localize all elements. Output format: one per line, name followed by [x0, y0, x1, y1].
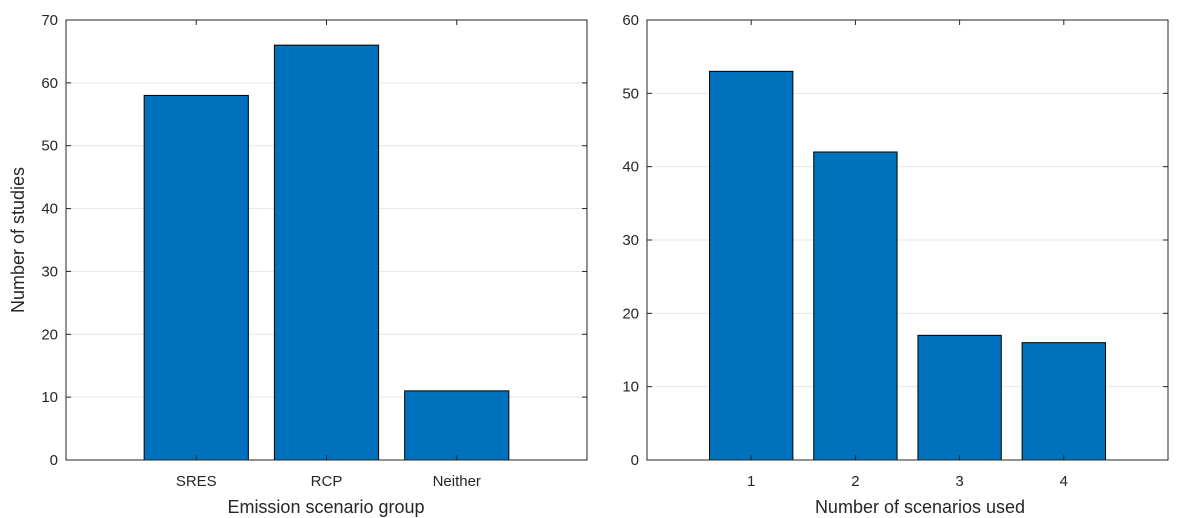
y-tick-label: 60 — [622, 12, 639, 29]
y-tick-label: 20 — [41, 326, 58, 343]
bar-sres — [143, 94, 249, 461]
plot-area: 0 10 20 30 40 50 60 70 SRES RCP Neither — [41, 12, 588, 490]
bar-4 — [1021, 342, 1106, 461]
x-tick-label: 1 — [747, 473, 755, 490]
y-tick-label: 60 — [41, 75, 58, 92]
y-tick-label: 50 — [41, 138, 58, 155]
chart-number-of-scenarios-used: 0 10 20 30 40 50 60 1 2 3 4 Number of scenarios us… — [622, 12, 1169, 517]
y-tick-label: 70 — [41, 12, 58, 29]
y-tick-label: 40 — [41, 201, 58, 218]
chart-emission-scenario-group: 0 10 20 30 40 50 60 70 SRES RCP Neither Emission s… — [8, 12, 588, 517]
y-tick-label: 50 — [622, 85, 639, 102]
x-tick-label: Neither — [433, 473, 481, 490]
y-tick-label: 10 — [41, 389, 58, 406]
y-axis-title: Number of studies — [8, 167, 28, 313]
x-axis-title: Emission scenario group — [227, 497, 424, 517]
bar-2 — [813, 151, 898, 461]
y-tick-label: 30 — [622, 232, 639, 249]
y-tick-label: 30 — [41, 263, 58, 280]
y-tick-label: 20 — [622, 305, 639, 322]
x-tick-label: 3 — [955, 473, 963, 490]
y-tick-label: 0 — [631, 452, 639, 469]
y-tick-label: 40 — [622, 159, 639, 176]
bar-neither — [404, 390, 510, 461]
x-tick-label: 2 — [851, 473, 859, 490]
bar-1 — [709, 70, 794, 461]
y-tick-label: 10 — [622, 379, 639, 396]
bar-3 — [917, 334, 1002, 461]
y-tick-label: 0 — [50, 452, 58, 469]
plot-area: 0 10 20 30 40 50 60 1 2 3 4 — [622, 12, 1169, 490]
x-tick-label: 4 — [1060, 473, 1068, 490]
x-tick-label: RCP — [311, 473, 343, 490]
x-axis-title: Number of scenarios used — [815, 497, 1025, 517]
bar-rcp — [273, 44, 380, 461]
x-tick-label: SRES — [176, 473, 217, 490]
